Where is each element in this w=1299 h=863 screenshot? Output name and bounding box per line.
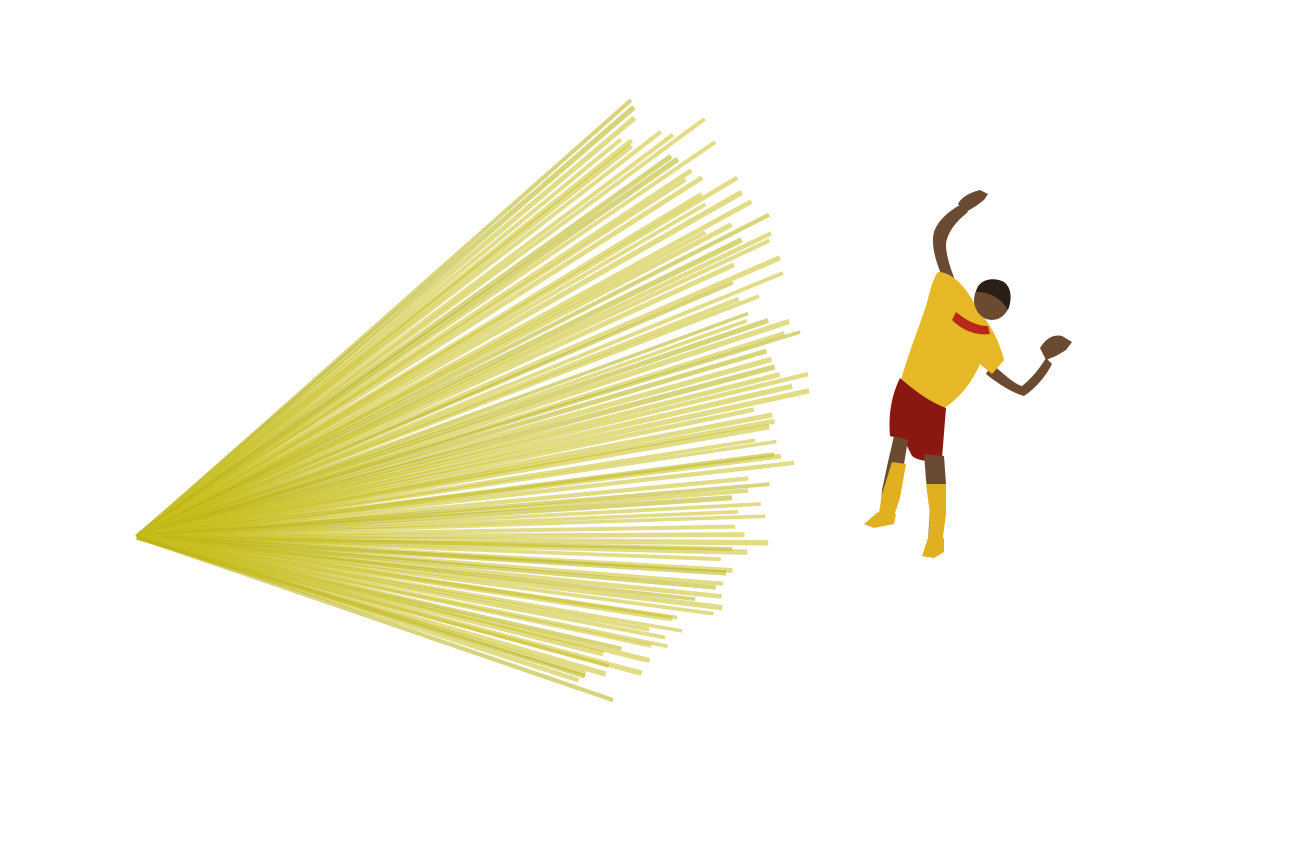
shirt — [900, 272, 1004, 408]
raised-arm — [932, 204, 968, 290]
camera-ray-fan — [135, 98, 810, 703]
right-foot — [922, 538, 944, 558]
right-sock — [926, 484, 946, 544]
left-sock — [878, 462, 906, 520]
person-figure — [864, 190, 1072, 558]
camera-ray — [136, 535, 614, 703]
hair — [976, 279, 1011, 310]
shirt-collar — [952, 312, 990, 335]
extended-hand — [1040, 335, 1072, 360]
camera-ray — [136, 294, 760, 539]
left-foot — [864, 512, 896, 528]
camera-ray — [135, 175, 704, 540]
shorts — [889, 378, 946, 461]
extended-arm — [986, 358, 1052, 396]
raised-hand — [958, 190, 988, 212]
